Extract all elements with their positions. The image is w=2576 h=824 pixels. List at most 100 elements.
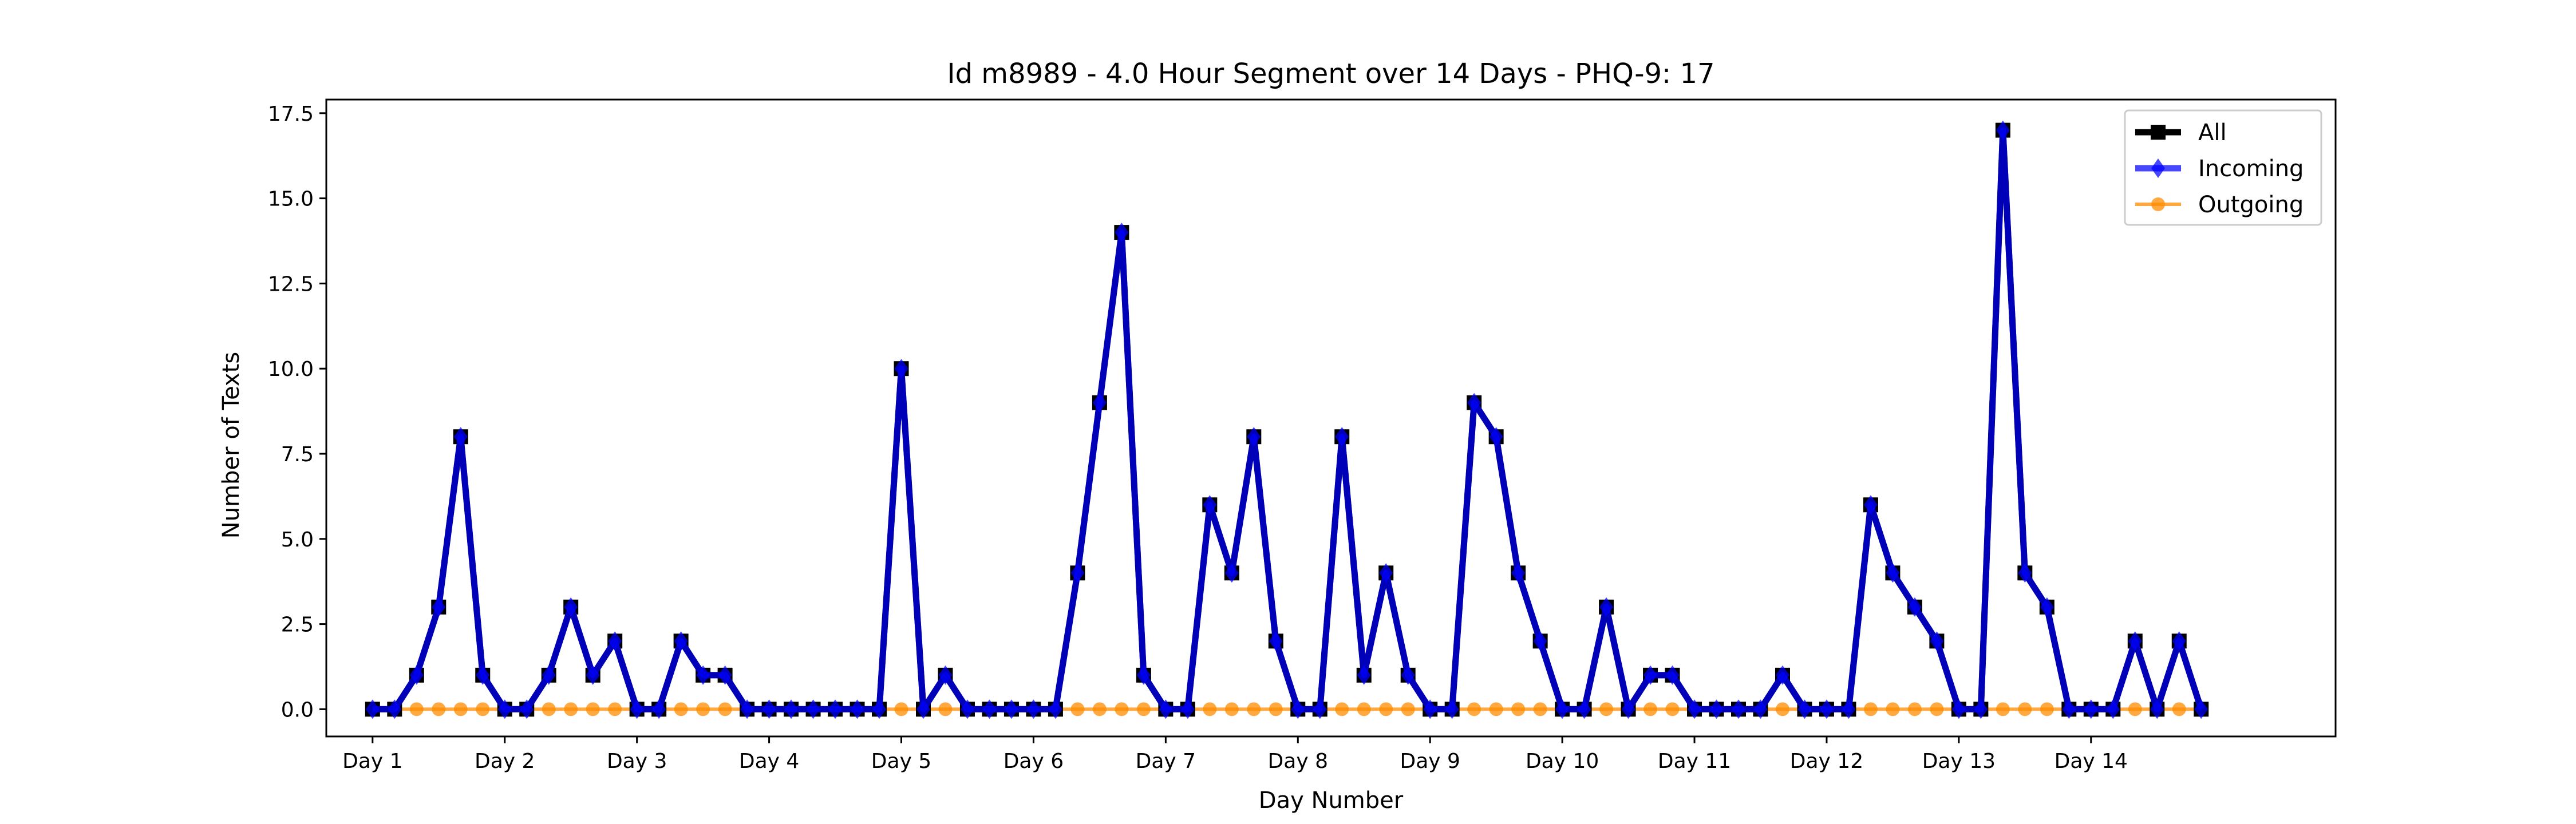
legend-entry-all: All xyxy=(2135,120,2227,146)
data-point-incoming xyxy=(1401,665,1415,685)
data-point-outgoing xyxy=(1599,702,1614,716)
data-point-outgoing xyxy=(2040,702,2054,716)
data-point-incoming xyxy=(1863,495,1878,515)
data-point-incoming xyxy=(476,665,490,685)
x-axis: Day 1 Day 2 Day 3 Day 4 Day 5 Day 6 Day 7 Day 8… xyxy=(342,736,2128,773)
data-point-incoming xyxy=(586,665,600,685)
data-point-incoming xyxy=(1511,563,1526,583)
data-point-outgoing xyxy=(1357,702,1371,716)
data-point-incoming xyxy=(1709,699,1724,719)
data-point-incoming xyxy=(1092,393,1107,413)
data-point-outgoing xyxy=(453,702,468,716)
data-point-incoming xyxy=(2040,597,2054,617)
data-point-incoming xyxy=(2194,699,2208,719)
legend-label: Incoming xyxy=(2198,156,2304,182)
data-point-incoming xyxy=(1732,699,1746,719)
legend-label: Outgoing xyxy=(2198,192,2304,218)
plot-frame xyxy=(325,98,2337,738)
data-point-outgoing xyxy=(2172,702,2186,716)
data-point-incoming xyxy=(2062,699,2076,719)
data-point-incoming xyxy=(2172,631,2186,651)
data-point-outgoing xyxy=(1489,702,1503,716)
data-point-outgoing xyxy=(564,702,578,716)
data-point-incoming xyxy=(1974,699,1988,719)
data-point-incoming xyxy=(1070,563,1085,583)
data-point-incoming xyxy=(1555,699,1570,719)
data-point-incoming xyxy=(1665,665,1680,685)
data-point-incoming xyxy=(1467,393,1481,413)
plot-area xyxy=(325,98,2337,738)
data-point-incoming xyxy=(960,699,974,719)
data-point-incoming xyxy=(1489,427,1503,447)
legend-label: All xyxy=(2198,120,2227,146)
data-point-outgoing xyxy=(696,702,710,716)
data-point-incoming xyxy=(1886,563,1900,583)
data-point-incoming xyxy=(1115,223,1129,243)
y-tick-label: 7.5 xyxy=(281,443,314,466)
data-point-incoming xyxy=(872,699,887,719)
data-point-incoming xyxy=(1533,631,1547,651)
data-point-outgoing xyxy=(1115,702,1129,716)
data-point-incoming xyxy=(828,699,843,719)
x-tick-label: Day 4 xyxy=(739,750,799,773)
data-point-incoming xyxy=(784,699,799,719)
data-point-incoming xyxy=(365,699,380,719)
data-point-incoming xyxy=(388,699,402,719)
y-tick-label: 15.0 xyxy=(268,188,314,211)
data-point-outgoing xyxy=(938,702,953,716)
data-point-incoming xyxy=(1224,563,1239,583)
data-point-incoming xyxy=(1247,427,1261,447)
y-tick-label: 0.0 xyxy=(281,698,314,722)
x-tick-label: Day 6 xyxy=(1003,750,1064,773)
data-point-incoming xyxy=(652,699,666,719)
data-point-incoming xyxy=(1996,120,2010,140)
data-point-incoming xyxy=(1753,699,1768,719)
x-axis-label: Day Number xyxy=(1259,787,1404,814)
data-point-incoming xyxy=(1445,699,1459,719)
y-tick-label: 10.0 xyxy=(268,358,314,381)
x-tick-label: Day 10 xyxy=(1526,750,1599,773)
x-tick-label: Day 7 xyxy=(1136,750,1196,773)
data-point-outgoing xyxy=(1224,702,1239,716)
data-point-incoming xyxy=(409,665,424,685)
data-point-outgoing xyxy=(1136,702,1151,716)
data-point-outgoing xyxy=(1379,702,1393,716)
data-point-incoming xyxy=(1907,597,1922,617)
x-tick-label: Day 12 xyxy=(1790,750,1863,773)
x-tick-label: Day 11 xyxy=(1658,750,1731,773)
data-point-incoming xyxy=(1842,699,1856,719)
y-axis-label: Number of Texts xyxy=(218,352,244,538)
data-point-incoming xyxy=(1357,665,1371,685)
y-tick-label: 5.0 xyxy=(281,528,314,552)
data-point-incoming xyxy=(564,597,578,617)
x-tick-label: Day 14 xyxy=(2055,750,2128,773)
series-incoming xyxy=(365,120,2208,719)
data-point-incoming xyxy=(1203,495,1217,515)
data-point-incoming xyxy=(916,699,930,719)
x-tick-label: Day 1 xyxy=(342,750,402,773)
legend-entry-outgoing: Outgoing xyxy=(2135,192,2304,218)
data-point-outgoing xyxy=(1886,702,1900,716)
data-point-incoming xyxy=(1688,699,1702,719)
data-point-incoming xyxy=(762,699,776,719)
data-point-outgoing xyxy=(1269,702,1283,716)
data-point-incoming xyxy=(2150,699,2164,719)
data-point-incoming xyxy=(1136,665,1151,685)
data-point-incoming xyxy=(1930,631,1944,651)
data-point-incoming xyxy=(1951,699,1966,719)
data-point-incoming xyxy=(1026,699,1041,719)
data-point-outgoing xyxy=(1996,702,2010,716)
data-point-outgoing xyxy=(1092,702,1107,716)
data-point-outgoing xyxy=(894,702,908,716)
data-point-incoming xyxy=(1004,699,1018,719)
data-point-incoming xyxy=(674,631,688,651)
legend-box xyxy=(2124,109,2322,226)
x-tick-label: Day 5 xyxy=(871,750,931,773)
data-point-incoming xyxy=(1313,699,1327,719)
data-point-outgoing xyxy=(1863,702,1878,716)
data-point-incoming xyxy=(630,699,644,719)
data-point-outgoing xyxy=(1533,702,1547,716)
data-point-incoming xyxy=(982,699,997,719)
y-tick-label: 2.5 xyxy=(281,613,314,637)
